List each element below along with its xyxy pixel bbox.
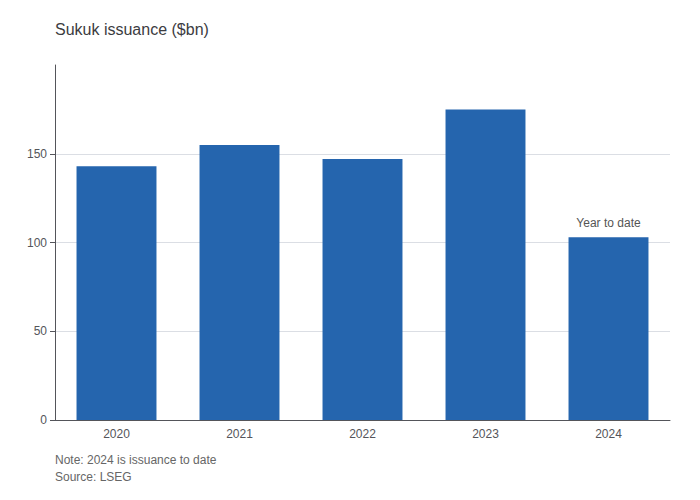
svg-text:Year to date: Year to date: [576, 216, 641, 230]
svg-text:2022: 2022: [349, 427, 376, 441]
svg-text:150: 150: [27, 147, 47, 161]
svg-text:2020: 2020: [103, 427, 130, 441]
svg-text:Sukuk issuance ($bn): Sukuk issuance ($bn): [55, 21, 209, 38]
svg-text:0: 0: [40, 413, 47, 427]
svg-text:100: 100: [27, 236, 47, 250]
svg-text:Note: 2024 is issuance to date: Note: 2024 is issuance to date: [55, 453, 217, 467]
svg-text:2021: 2021: [226, 427, 253, 441]
svg-text:2023: 2023: [472, 427, 499, 441]
svg-text:2024: 2024: [595, 427, 622, 441]
svg-text:50: 50: [34, 324, 48, 338]
svg-text:Source: LSEG: Source: LSEG: [55, 470, 132, 484]
